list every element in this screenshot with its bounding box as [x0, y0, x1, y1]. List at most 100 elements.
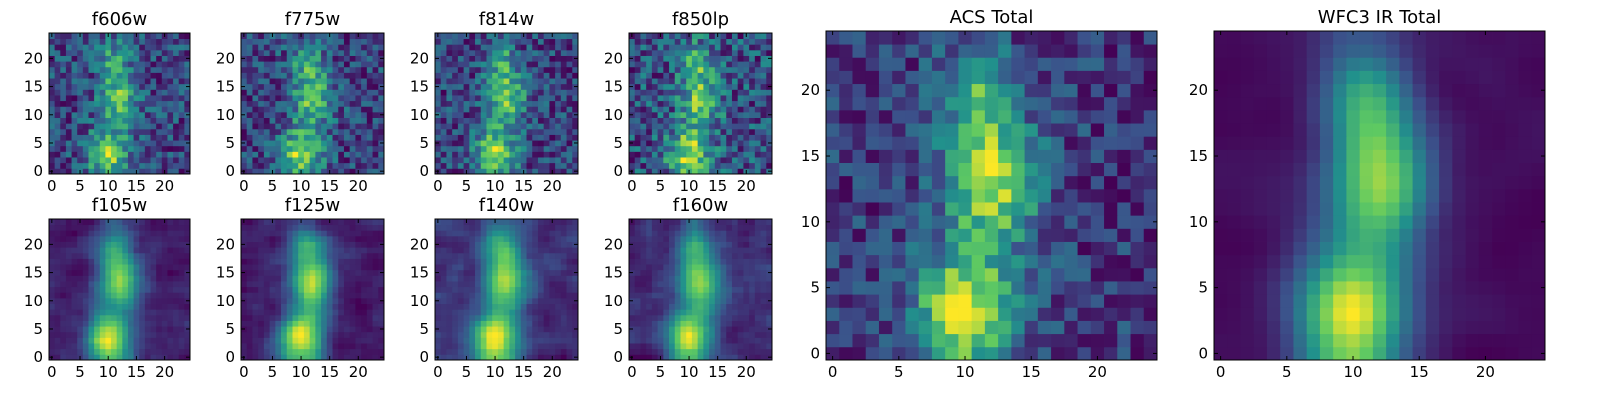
- heatmap-cell: [945, 96, 959, 111]
- heatmap-cell: [361, 157, 368, 164]
- heatmap-cell: [463, 326, 470, 333]
- heatmap-cell: [286, 314, 293, 321]
- heatmap-cell: [355, 264, 362, 271]
- y-tick-label: 15: [801, 147, 820, 165]
- heatmap-cell: [1090, 267, 1105, 282]
- heatmap-cell: [640, 100, 647, 107]
- heatmap-cell: [173, 95, 180, 102]
- heatmap-cell: [321, 348, 328, 355]
- heatmap-cell: [463, 151, 470, 158]
- heatmap-cell: [116, 134, 123, 141]
- heatmap-cell: [372, 117, 379, 124]
- heatmap-cell: [275, 224, 282, 231]
- heatmap-cell: [378, 331, 385, 338]
- heatmap-cell: [440, 303, 447, 310]
- heatmap-cell: [49, 145, 56, 152]
- heatmap-cell: [555, 281, 562, 288]
- heatmap-cell: [760, 134, 767, 141]
- heatmap-cell: [252, 157, 259, 164]
- heatmap-cell: [492, 95, 499, 102]
- heatmap-cell: [892, 254, 906, 269]
- heatmap-cell: [634, 55, 641, 62]
- x-tick-label: 0: [47, 363, 57, 381]
- heatmap-cell: [252, 151, 259, 158]
- heatmap-cell: [332, 297, 339, 304]
- heatmap-cell: [139, 145, 146, 152]
- heatmap-cell: [99, 269, 106, 276]
- heatmap-cell: [549, 292, 556, 299]
- heatmap-cell: [555, 49, 562, 56]
- heatmap-cell: [634, 140, 641, 147]
- heatmap-cell: [122, 38, 129, 45]
- heatmap-cell: [435, 343, 442, 350]
- heatmap-cell: [144, 49, 151, 56]
- heatmap-cell: [241, 303, 248, 310]
- heatmap-cell: [105, 247, 112, 254]
- heatmap-cell: [435, 145, 442, 152]
- heatmap-cell: [555, 168, 562, 175]
- heatmap-cell: [918, 109, 933, 124]
- heatmap-cell: [275, 106, 282, 113]
- heatmap-cell: [338, 258, 345, 265]
- heatmap-cell: [760, 49, 767, 56]
- heatmap-cell: [931, 241, 946, 256]
- heatmap-cell: [537, 55, 545, 62]
- heatmap-cell: [509, 89, 516, 96]
- heatmap-cell: [878, 307, 893, 321]
- heatmap-cell: [1090, 228, 1105, 242]
- heatmap-cell: [263, 111, 270, 118]
- heatmap-cell: [150, 269, 157, 276]
- heatmap-cell: [82, 111, 89, 118]
- heatmap-cell: [520, 348, 527, 355]
- heatmap-cell: [111, 49, 118, 56]
- heatmap-cell: [49, 151, 56, 158]
- heatmap-cell: [144, 303, 151, 310]
- heatmap-cell: [99, 111, 106, 118]
- heatmap-cell: [691, 49, 699, 56]
- heatmap-cell: [754, 44, 761, 51]
- heatmap-cell: [572, 151, 579, 158]
- heatmap-cell: [503, 83, 510, 90]
- heatmap-cell: [726, 100, 733, 107]
- heatmap-cell: [640, 38, 647, 45]
- heatmap-cell: [332, 258, 339, 265]
- heatmap-cell: [303, 230, 311, 237]
- heatmap-cell: [634, 61, 641, 68]
- heatmap-cell: [82, 320, 89, 327]
- heatmap-cell: [269, 258, 276, 265]
- heatmap-cell: [77, 83, 84, 90]
- heatmap-cell: [714, 100, 721, 107]
- heatmap-cell: [566, 286, 573, 293]
- heatmap-cell: [315, 354, 322, 361]
- heatmap-cell: [1104, 123, 1118, 137]
- heatmap-cell: [269, 309, 276, 316]
- heatmap-cell: [309, 219, 316, 226]
- heatmap-cell: [1024, 83, 1039, 98]
- heatmap-cell: [127, 83, 134, 90]
- heatmap-cell: [1104, 202, 1118, 216]
- heatmap-cell: [111, 252, 118, 259]
- heatmap-cell: [82, 337, 89, 344]
- heatmap-cell: [1143, 202, 1158, 216]
- heatmap-cell: [726, 95, 733, 102]
- heatmap-cell: [931, 96, 946, 111]
- heatmap-cell: [139, 269, 146, 276]
- heatmap-cell: [298, 157, 305, 164]
- heatmap-cell: [469, 269, 476, 276]
- heatmap-cell: [760, 55, 767, 62]
- heatmap-cell: [463, 348, 470, 355]
- heatmap-cell: [469, 314, 476, 321]
- heatmap-cell: [709, 106, 716, 113]
- heatmap-cell: [173, 219, 180, 226]
- heatmap-cell: [167, 55, 174, 62]
- heatmap-cell: [918, 83, 933, 98]
- heatmap-cell: [343, 258, 351, 265]
- heatmap-cell: [281, 61, 288, 68]
- heatmap-cell: [150, 309, 157, 316]
- heatmap-cell: [663, 117, 670, 124]
- heatmap-cell: [754, 111, 761, 118]
- heatmap-cell: [355, 247, 362, 254]
- heatmap-cell: [355, 117, 362, 124]
- heatmap-cell: [258, 224, 265, 231]
